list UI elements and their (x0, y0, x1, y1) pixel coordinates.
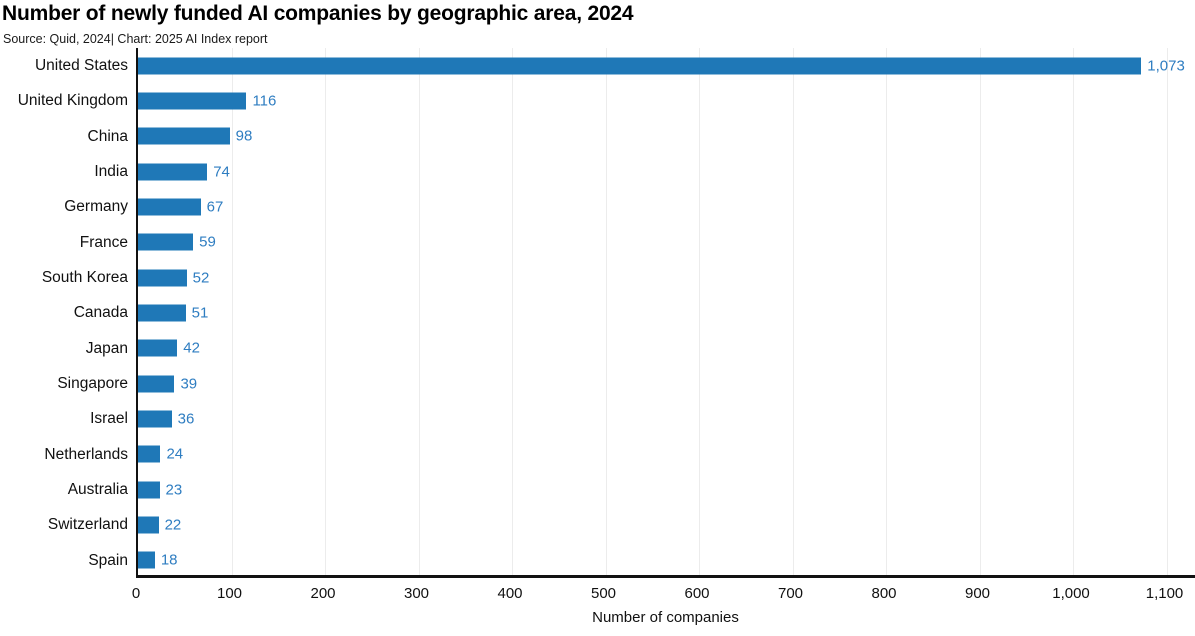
bar-japan (138, 339, 178, 357)
x-tick-label-800: 800 (871, 585, 897, 602)
value-label-united-states: 1,073 (1147, 57, 1185, 75)
gridline (418, 48, 420, 575)
value-label-netherlands: 24 (166, 445, 184, 463)
bar-south-korea (138, 269, 187, 287)
gridline (1166, 48, 1168, 575)
gridline (1073, 48, 1074, 575)
category-label-south-korea: South Korea (41, 269, 128, 286)
category-label-united-states: United States (34, 57, 128, 74)
value-label-germany: 67 (206, 198, 224, 216)
gridline (231, 48, 233, 575)
chart-source: Source: Quid, 2024| Chart: 2025 AI Index… (3, 32, 268, 46)
x-tick-label-1000: 1,000 (1052, 585, 1090, 602)
gridline (512, 48, 513, 575)
bar-switzerland (138, 516, 159, 534)
bar-china (138, 127, 230, 145)
value-label-canada: 51 (191, 304, 209, 322)
category-label-france: France (79, 233, 128, 251)
bar-spain (138, 551, 155, 569)
value-label-united-kingdom: 116 (252, 92, 277, 110)
gridline (886, 48, 887, 575)
category-label-spain: Spain (88, 551, 128, 569)
bar-israel (138, 410, 172, 428)
bar-row-france: 59 (138, 225, 1195, 260)
category-label-united-kingdom: United Kingdom (17, 92, 128, 110)
bar-row-canada: 51 (138, 295, 1195, 330)
bar-australia (138, 481, 160, 499)
gridline (979, 48, 981, 575)
category-label-china: China (87, 127, 129, 145)
gridline (325, 48, 326, 575)
bar-row-singapore: 39 (138, 366, 1195, 401)
x-tick-label-0: 0 (131, 585, 141, 602)
category-label-japan: Japan (85, 339, 128, 357)
bar-row-india: 74 (138, 154, 1195, 189)
x-tick-label-700: 700 (777, 585, 804, 602)
chart-title: Number of newly funded AI companies by g… (2, 2, 634, 25)
gridline (792, 48, 794, 575)
x-tick-label-600: 600 (684, 585, 710, 602)
value-label-singapore: 39 (180, 375, 198, 393)
bar-united-kingdom (138, 92, 247, 110)
x-tick-label-200: 200 (310, 585, 336, 602)
x-tick-label-1100: 1,100 (1145, 585, 1184, 602)
x-tick-label-900: 900 (964, 585, 991, 602)
bar-canada (138, 304, 186, 322)
gridline (605, 48, 607, 575)
value-label-south-korea: 52 (192, 269, 210, 287)
bar-row-japan: 42 (138, 331, 1195, 366)
bar-row-australia: 23 (138, 472, 1195, 507)
bar-france (138, 233, 194, 251)
x-tick-label-500: 500 (590, 585, 617, 602)
x-tick-label-400: 400 (497, 585, 523, 602)
value-label-spain: 18 (160, 551, 178, 569)
x-tick-label-300: 300 (403, 585, 430, 602)
category-label-canada: Canada (73, 304, 128, 322)
category-label-israel: Israel (90, 410, 128, 428)
value-label-switzerland: 22 (164, 516, 182, 534)
bar-united-states (138, 57, 1142, 75)
gridline (699, 48, 700, 575)
bar-row-germany: 67 (138, 189, 1195, 224)
category-label-netherlands: Netherlands (44, 445, 128, 463)
value-label-france: 59 (199, 233, 216, 251)
category-label-germany: Germany (64, 198, 128, 216)
bar-row-united-kingdom: 116 (138, 83, 1195, 118)
bar-row-netherlands: 24 (138, 437, 1195, 472)
bar-singapore (138, 375, 175, 393)
bar-germany (138, 198, 201, 216)
category-label-switzerland: Switzerland (47, 516, 128, 534)
category-label-australia: Australia (67, 481, 128, 498)
bar-row-south-korea: 52 (138, 260, 1195, 295)
bar-row-china: 98 (138, 119, 1195, 154)
category-label-singapore: Singapore (57, 375, 128, 392)
bar-row-united-states: 1,073 (138, 48, 1195, 83)
x-axis-label: Number of companies (592, 609, 739, 626)
bar-row-switzerland: 22 (138, 507, 1195, 542)
bar-india (138, 163, 208, 181)
category-label-india: India (94, 163, 128, 180)
bar-row-israel: 36 (138, 401, 1195, 436)
value-label-india: 74 (213, 163, 230, 181)
plot-area: 1,073 116 98 74 67 59 52 51 42 39 36 24 23 22 18 (136, 48, 1195, 578)
value-label-israel: 36 (177, 410, 195, 428)
value-label-china: 98 (235, 127, 253, 145)
value-label-australia: 23 (165, 481, 183, 499)
bar-row-spain: 18 (138, 543, 1195, 578)
x-tick-label-100: 100 (216, 585, 243, 602)
value-label-japan: 42 (183, 339, 200, 357)
bar-netherlands (138, 445, 161, 463)
